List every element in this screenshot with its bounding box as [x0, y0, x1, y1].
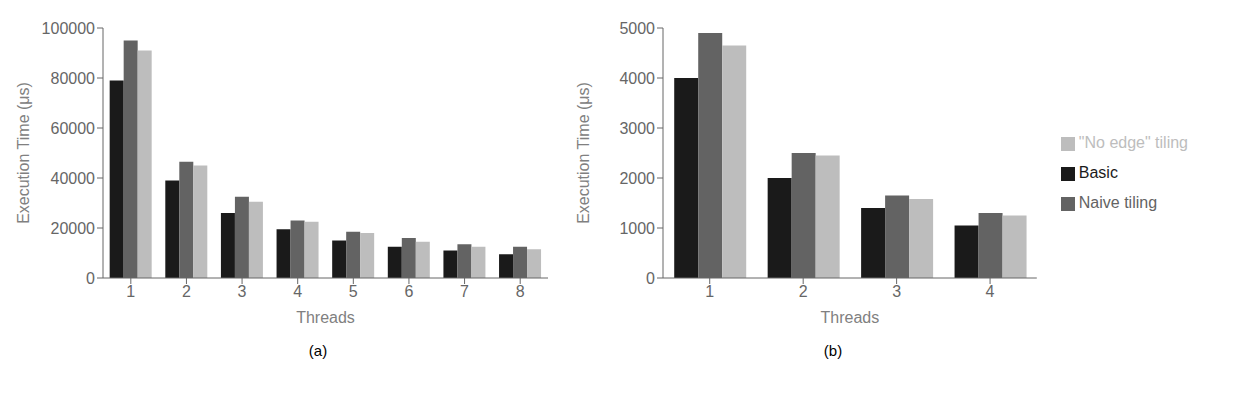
svg-text:6: 6: [404, 283, 413, 300]
svg-text:3000: 3000: [619, 120, 655, 137]
html-text:"No edge" tiling: "No edge" tiling: [1078, 134, 1188, 151]
html-text:(a): (a): [308, 342, 328, 359]
svg-text:Threads: Threads: [821, 309, 880, 326]
svg-text:Execution Time (μs): Execution Time (μs): [15, 82, 32, 224]
svg-text:8: 8: [516, 283, 525, 300]
html-text:(b): (b): [823, 342, 843, 359]
svg-text:5: 5: [349, 283, 358, 300]
svg-text:3: 3: [238, 283, 247, 300]
svg-text:100000: 100000: [42, 20, 95, 37]
svg-text:20000: 20000: [51, 220, 96, 237]
svg-text:Threads: Threads: [296, 309, 355, 326]
html-text:Naive tiling: Naive tiling: [1078, 194, 1158, 211]
svg-text:2: 2: [182, 283, 191, 300]
html-text:Basic: Basic: [1078, 164, 1118, 181]
svg-text:3: 3: [892, 283, 901, 300]
svg-text:2: 2: [799, 283, 808, 300]
svg-text:7: 7: [460, 283, 469, 300]
svg-text:1000: 1000: [619, 220, 655, 237]
svg-text:0: 0: [646, 270, 655, 287]
svg-text:60000: 60000: [51, 120, 96, 137]
svg-text:5000: 5000: [619, 20, 655, 37]
svg-text:0: 0: [86, 270, 95, 287]
svg-text:80000: 80000: [51, 70, 96, 87]
svg-text:1: 1: [705, 283, 714, 300]
svg-text:40000: 40000: [51, 170, 96, 187]
svg-text:1: 1: [126, 283, 135, 300]
svg-text:4: 4: [293, 283, 302, 300]
svg-text:Execution Time (μs): Execution Time (μs): [575, 82, 592, 224]
svg-text:4: 4: [986, 283, 995, 300]
svg-text:4000: 4000: [619, 70, 655, 87]
svg-text:2000: 2000: [619, 170, 655, 187]
